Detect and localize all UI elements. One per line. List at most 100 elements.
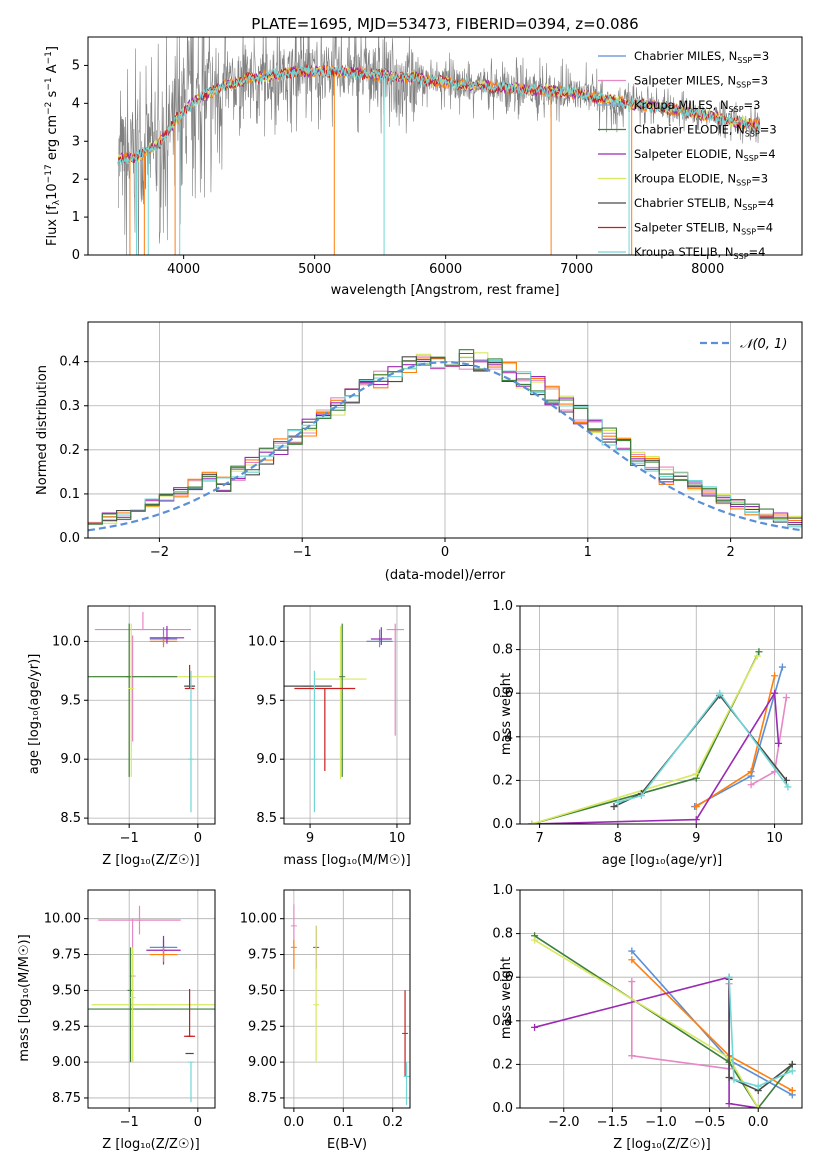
ytick-label: 9.50 [52,983,81,998]
ytick-label: 10.0 [52,634,81,649]
legend-label-kroupa-stelib: Kroupa STELIB, NSSP=4 [634,245,765,261]
legend-label-salpeter-elodie: Salpeter ELODIE, NSSP=4 [634,147,776,163]
ytick-label: 8.5 [60,811,81,826]
spectrum-ytick-label: 4 [72,96,80,111]
weight-vs-age-xlabel: age [log₁₀(age/yr)] [602,853,723,868]
series-kroupa-elodie-point [754,1104,762,1108]
residual-hist-kroupa-stelib [88,357,802,528]
ytick-label: 9.5 [60,693,81,708]
series-orange-point [788,1087,796,1095]
p-massE-frame [283,889,411,1109]
series-salpeter-miles-point [628,1052,636,1060]
series-chabrier-elodie-point [755,648,763,656]
residual-legend: 𝒩(0, 1) [700,337,787,352]
series-kroupa-elodie-line [534,939,759,1108]
spectrum-ytick-label: 2 [72,172,80,187]
xtick-label: 0 [194,831,202,846]
series-salpeter-miles-point [747,781,755,789]
ytick-label: 9.25 [52,1019,81,1034]
p-massZ-marks [88,905,215,1103]
series-salpeter-miles-line [630,981,730,1070]
spectrum-xtick-label: 5000 [298,262,331,277]
spectrum-panel: PLATE=1695, MJD=53473, FIBERID=0394, z=0… [44,15,803,298]
xtick-label: 0.2 [382,1115,403,1130]
spectrum-ylabel: Flux [fλ10−17 erg cm−2 s−1 A−1] [44,46,62,246]
ytick-label: 9.00 [248,1055,277,1070]
age-vs-Z-xlabel: Z [log₁₀(Z/Z☉)] [102,853,199,868]
series-orange-line [695,675,776,808]
series-orange-point [747,768,755,776]
residual-ytick-label: 0.3 [59,399,80,414]
age-vs-Z-ylabel: age [log₁₀(age/yr)] [27,654,42,775]
weight-vs-Z-panel: −2.0 −1.5 −1.0 −0.5 0.0 0.0 0.2 0.4 0.6 0.8 1.0 [492,883,803,1130]
series-kroupa-stelib-point [637,792,645,800]
series-kroupa-stelib-point [754,1082,762,1090]
xtick-label: 8 [614,831,622,846]
legend-label-kroupa-miles: Kroupa MILES, NSSP=3 [634,98,760,114]
ytick-label: 9.00 [52,1055,81,1070]
xtick-label: 10 [766,831,783,846]
residual-ytick-label: 0.2 [59,443,80,458]
series-salpeter-elodie-point [725,1100,733,1108]
p-ageM-marks [284,623,404,813]
mass-vs-ebv-panel: 0.0 0.1 0.2 8.75 9.00 9.25 9.50 9.75 10.00 [240,889,411,1130]
series-kroupa-stelib-point [725,973,733,981]
ytick-label: 9.5 [256,693,277,708]
xtick-label: −2.0 [548,1115,580,1130]
series-orange-point [692,803,700,811]
xtick-label: 7 [535,831,543,846]
ytick-label: 0.2 [492,773,513,788]
spectrum-ytick-label: 1 [72,210,80,225]
legend-label-kroupa-elodie: Kroupa ELODIE, NSSP=3 [634,172,768,188]
xtick-label: −1.5 [597,1115,629,1130]
series-chabrier-stelib-point [725,1073,733,1081]
p-wAge-frame [519,605,803,825]
spectrum-xlabel: wavelength [Angstrom, rest frame] [331,283,560,298]
series-chabrier-miles-point [778,663,786,671]
residual-xtick-label: −2 [150,545,169,560]
normal-curve [87,360,803,532]
xtick-label: 9 [306,831,314,846]
ytick-label: 8.75 [248,1091,277,1106]
ytick-label: 10.0 [248,634,277,649]
spectrum-ticks: 4000 5000 6000 7000 8000 0 1 2 3 4 5 [72,58,725,277]
series-orange-line [631,959,793,1092]
p-massE-marks [290,904,410,1106]
p-massZ-frame [87,889,216,1109]
ytick-label: 0.4 [492,730,513,745]
xtick-label: −0.5 [694,1115,726,1130]
series-chabrier-stelib-line [728,979,793,1092]
ytick-label: 0.6 [492,686,513,701]
series-salpeter-elodie-line [531,690,780,824]
ytick-label: 0.4 [492,1014,513,1029]
series-salpeter-miles-point [782,694,790,702]
series-salpeter-elodie-point [775,739,782,747]
ytick-label: 0.0 [492,817,513,832]
residual-ytick-label: 0.4 [59,355,80,370]
spectrum-model-kroupa-stelib [117,64,761,167]
series-orange-point [628,956,636,964]
xtick-label: 0.0 [284,1115,305,1130]
xtick-label: −1.0 [645,1115,677,1130]
series-kroupa-elodie-point [531,936,539,944]
ytick-label: 0.0 [492,1101,513,1116]
xtick-label: 0.1 [333,1115,354,1130]
weight-vs-Z-ylabel: mass weight [499,957,514,1039]
p-wZ-marks [531,932,796,1108]
weight-vs-age-panel: 7 8 9 10 0.0 0.2 0.4 0.6 0.8 1.0 [492,599,803,846]
residual-xlabel: (data-model)/error [385,568,506,583]
series-kroupa-stelib-point [784,783,792,791]
xtick-label: −1 [120,831,139,846]
weight-vs-Z-xlabel: Z [log₁₀(Z/Z☉)] [613,1137,710,1152]
xtick-label: 10 [389,831,406,846]
xtick-label: 0 [194,1115,202,1130]
series-kroupa-elodie-point [528,820,536,824]
ytick-label: 9.50 [248,983,277,998]
ytick-label: 0.8 [492,927,513,942]
spectrum-lines [117,37,761,255]
residual-histograms [87,322,803,539]
ytick-label: 1.0 [492,883,513,898]
residual-xtick-label: 1 [584,545,592,560]
mass-vs-Z-xlabel: Z [log₁₀(Z/Z☉)] [102,1137,199,1152]
